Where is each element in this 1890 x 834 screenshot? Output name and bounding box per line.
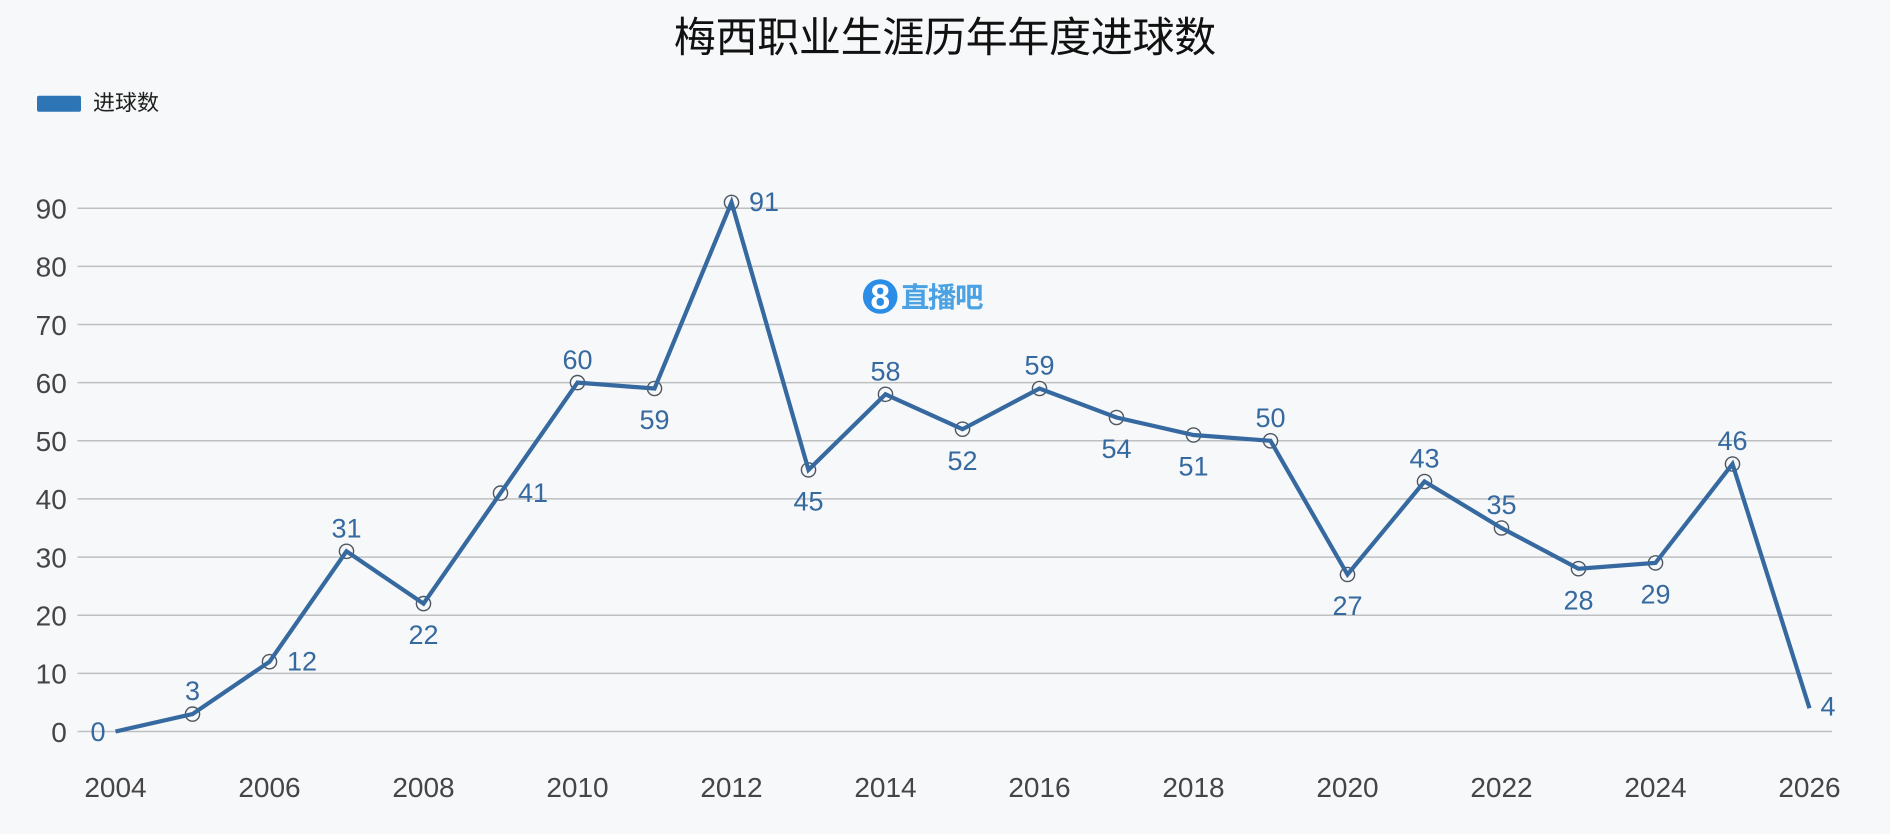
x-axis-tick-label: 2014: [854, 772, 916, 803]
y-axis-tick-label: 70: [36, 310, 67, 341]
gridlines: [77, 207, 1832, 733]
x-axis-tick-label: 2012: [700, 772, 762, 803]
data-point-label: 0: [90, 717, 105, 747]
legend-item[interactable]: [37, 91, 159, 113]
data-point-label: 35: [1486, 490, 1516, 520]
x-axis-tick-label: 2016: [1008, 772, 1070, 803]
y-axis-tick-label: 40: [36, 484, 67, 515]
cjk-glyph: [883, 16, 923, 56]
data-point-label: 60: [562, 345, 592, 375]
cjk-glyph: [928, 283, 956, 310]
legend-label: [93, 91, 159, 113]
cjk-glyph: [758, 18, 798, 56]
data-point-label: 51: [1178, 452, 1208, 482]
x-axis-tick-label: 2026: [1778, 772, 1840, 803]
cjk-glyph: [1175, 16, 1216, 56]
data-point-labels: 0 3 12 31 22 41 60 59 91 45 58 52 59 54 51 50 27 43 35 28 29…: [90, 187, 1835, 747]
cjk-glyph: [137, 91, 159, 113]
data-point-label: 41: [518, 478, 548, 508]
data-point-label: 54: [1101, 434, 1131, 464]
watermark: 8: [862, 277, 983, 317]
data-point-label: 4: [1821, 691, 1836, 721]
cjk-glyph: [956, 284, 983, 310]
cjk-glyph: [115, 91, 137, 113]
y-axis-labels: 0 10 20 30 40 50 60 70 80 90: [36, 194, 67, 748]
y-axis-tick-label: 20: [36, 601, 67, 632]
data-point-label: 31: [331, 513, 361, 543]
watermark-badge-digit: 8: [870, 277, 890, 317]
x-axis-tick-label: 2004: [84, 772, 146, 803]
legend-swatch: [37, 95, 81, 112]
data-point-label: 46: [1717, 426, 1747, 456]
data-point-label: 50: [1255, 403, 1285, 433]
data-point-label: 27: [1332, 591, 1362, 621]
x-axis-tick-label: 2022: [1470, 772, 1532, 803]
y-axis-tick-label: 60: [36, 368, 67, 399]
x-axis-tick-label: 2008: [392, 772, 454, 803]
data-point-label: 58: [870, 356, 900, 386]
cjk-glyph: [902, 282, 929, 310]
series-line-path: [115, 196, 1812, 734]
cjk-glyph: [925, 18, 964, 56]
x-axis-tick-label: 2024: [1624, 772, 1686, 803]
data-point-label: 29: [1640, 580, 1670, 610]
data-point-label: 52: [947, 446, 977, 476]
data-point-label: 45: [793, 487, 823, 517]
cjk-glyph: [717, 19, 755, 56]
data-point-label: 91: [749, 187, 779, 217]
cjk-glyph: [93, 92, 115, 112]
data-point-label: 3: [185, 676, 200, 706]
y-axis-tick-label: 30: [36, 542, 67, 573]
data-point-label: 22: [408, 620, 438, 650]
watermark-brand-text: [902, 282, 983, 310]
cjk-glyph: [1009, 16, 1048, 56]
data-point-label: 59: [639, 405, 669, 435]
x-axis-labels: 2004 2006 2008 2010 2012 2014 2016 2018 2020 2022…: [84, 772, 1840, 803]
y-axis-tick-label: 90: [36, 194, 67, 225]
cjk-glyph: [801, 17, 839, 54]
cjk-glyph: [842, 16, 881, 54]
cjk-glyph: [1050, 16, 1090, 56]
x-axis-tick-label: 2020: [1316, 772, 1378, 803]
data-point-label: 59: [1024, 351, 1054, 381]
x-axis-tick-label: 2018: [1162, 772, 1224, 803]
x-axis-tick-label: 2006: [238, 772, 300, 803]
cjk-glyph: [1133, 16, 1174, 56]
data-point-label: 43: [1409, 444, 1439, 474]
data-point-label: 28: [1563, 585, 1593, 615]
data-point-label: 12: [287, 646, 317, 676]
y-axis-tick-label: 80: [36, 252, 67, 283]
x-axis-tick-label: 2010: [546, 772, 608, 803]
series-line: [115, 196, 1812, 734]
watermark-badge-circle: [862, 279, 898, 314]
y-axis-tick-label: 0: [51, 717, 67, 748]
plot-area[interactable]: 0 3 12 31 22 41 60 59 91 45 58 52 59 54 51 50 27 43 35 28 29…: [90, 187, 1835, 747]
y-axis-tick-label: 50: [36, 426, 67, 457]
cjk-glyph: [967, 16, 1006, 56]
y-axis-tick-label: 10: [36, 659, 67, 690]
cjk-glyph: [1092, 17, 1132, 55]
cjk-glyph: [675, 16, 715, 56]
chart-title: [675, 16, 1216, 56]
